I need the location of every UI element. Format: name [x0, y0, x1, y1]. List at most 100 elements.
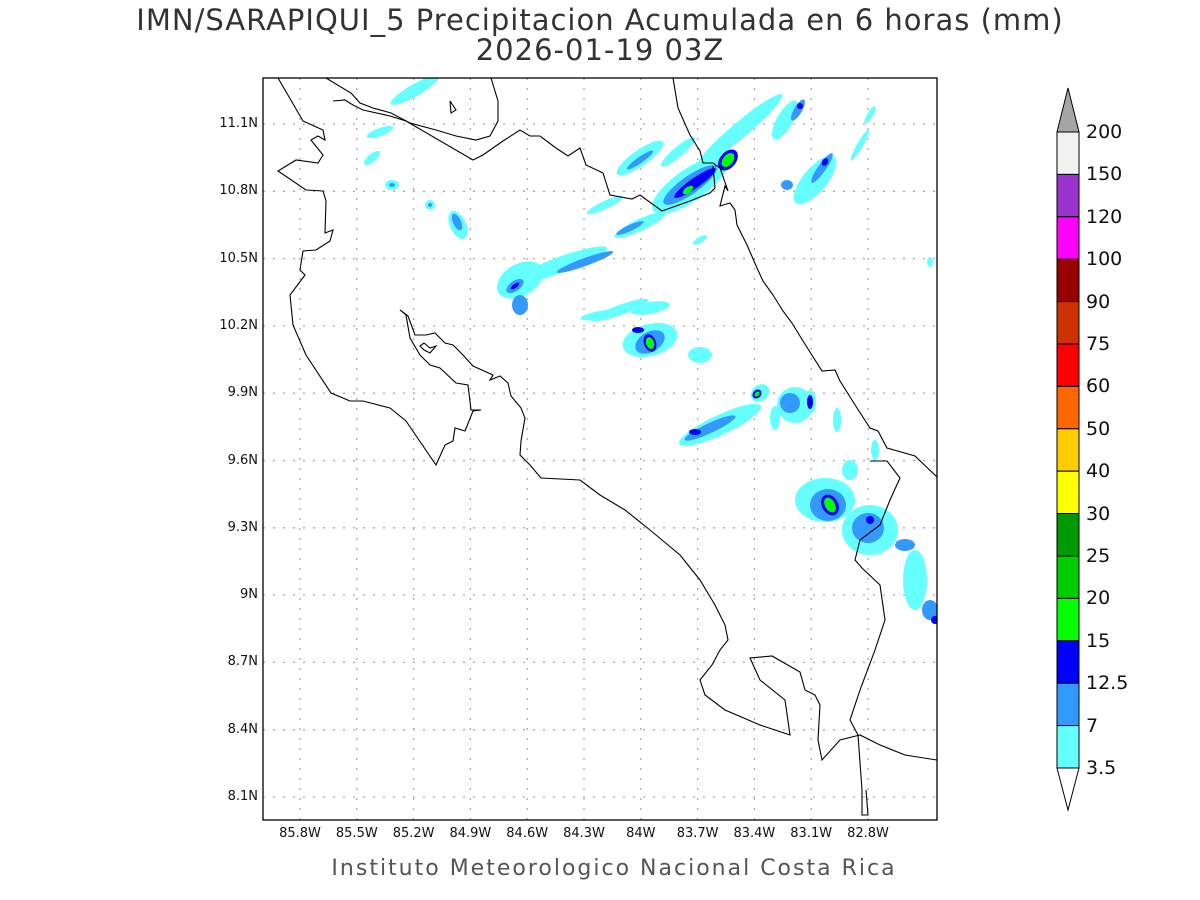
lon-tick-label: 84.9W	[449, 826, 492, 841]
coastline	[849, 460, 901, 816]
lat-tick-label: 10.2N	[219, 317, 258, 333]
precip-contour	[807, 395, 813, 409]
colorbar-label: 12.5	[1086, 672, 1129, 695]
lat-tick-label: 9.9N	[227, 385, 258, 401]
precip-contour	[366, 125, 394, 139]
colorbar-label: 75	[1086, 333, 1111, 355]
lon-tick-label: 85.8W	[279, 826, 321, 841]
precip-contour	[842, 460, 858, 480]
coastline	[672, 78, 937, 478]
colorbar-swatch	[1056, 131, 1080, 175]
lat-tick-label: 8.4N	[227, 721, 258, 737]
coastline	[449, 100, 457, 114]
precip-contour	[821, 158, 829, 166]
colorbar-label: 200	[1086, 121, 1123, 143]
lon-tick-label: 85.5W	[335, 826, 378, 841]
precip-contour	[770, 406, 780, 430]
precip-contour	[922, 600, 937, 620]
colorbar-label: 120	[1086, 205, 1123, 228]
colorbar	[1056, 87, 1080, 812]
map-valid-time: 2026-01-19 03Z	[475, 33, 725, 67]
lat-tick-label: 9.3N	[227, 519, 258, 535]
colorbar-swatch	[1056, 470, 1080, 515]
precip-contour	[864, 106, 876, 124]
precip-contour	[927, 257, 933, 267]
precip-contour	[871, 440, 879, 460]
precip-contour	[660, 137, 696, 167]
coastline	[419, 342, 438, 354]
colorbar-swatch	[1056, 513, 1080, 557]
lon-tick-label: 83.1W	[790, 826, 833, 841]
colorbar-swatch	[1056, 258, 1080, 303]
colorbar-swatch	[1056, 555, 1080, 599]
colorbar-swatch	[1056, 173, 1080, 218]
precip-contour	[556, 251, 614, 273]
lon-tick-label: 82.8W	[847, 826, 889, 841]
colorbar-label: 40	[1086, 460, 1111, 483]
precip-contour	[780, 393, 800, 413]
precip-contour	[852, 513, 884, 543]
precip-contour	[850, 129, 870, 161]
precip-contour	[781, 180, 793, 190]
lon-tick-label: 83.7W	[676, 826, 719, 841]
precip-contour	[389, 183, 395, 187]
precip-contour	[903, 550, 927, 610]
precip-contour	[630, 301, 670, 315]
lat-tick-label: 11.1N	[219, 116, 258, 131]
colorbar-label: 50	[1086, 417, 1111, 440]
precip-contour	[931, 616, 937, 624]
precip-contour	[682, 185, 694, 195]
colorbar-swatch	[1056, 682, 1080, 727]
precip-contour	[754, 391, 760, 397]
colorbar-label: 90	[1086, 290, 1111, 313]
colorbar-label: 20	[1086, 587, 1111, 610]
precip-contour	[451, 213, 463, 231]
colorbar-swatch	[1056, 343, 1080, 387]
precip-contour	[512, 295, 528, 315]
colorbar-swatch	[1056, 640, 1080, 684]
precip-contour	[866, 516, 874, 524]
footer-credit: Instituto Meteorologico Nacional Costa R…	[331, 856, 897, 881]
precip-contour	[363, 150, 381, 166]
colorbar-swatch	[1056, 428, 1080, 472]
colorbar-swatch	[1056, 301, 1080, 345]
map-frame	[262, 77, 938, 821]
lon-tick-label: 84.3W	[563, 826, 605, 841]
lat-tick-label: 9N	[240, 587, 258, 603]
precip-contour	[692, 235, 708, 245]
precip-contour	[772, 100, 798, 140]
lat-tick-label: 10.5N	[219, 250, 258, 266]
precip-contour	[580, 309, 620, 321]
colorbar-label: 15	[1086, 629, 1111, 652]
coastline	[276, 78, 937, 762]
colorbar-under-arrow	[1056, 767, 1080, 812]
colorbar-label: 60	[1086, 375, 1111, 398]
lat-tick-label: 8.1N	[227, 789, 258, 804]
colorbar-label: 25	[1086, 545, 1111, 567]
coastline	[325, 78, 499, 141]
graticule	[263, 78, 937, 820]
precip-contour	[833, 408, 841, 432]
lon-tick-label: 84W	[626, 826, 656, 841]
colorbar-label: 3.5	[1086, 757, 1117, 779]
lon-tick-label: 85.2W	[392, 826, 435, 841]
precip-contour	[510, 282, 520, 290]
colorbar-swatch	[1056, 216, 1080, 260]
colorbar-label: 7	[1086, 714, 1099, 737]
lon-tick-label: 84.6W	[506, 826, 549, 841]
lon-tick-label: 83.4W	[733, 826, 776, 841]
precip-contour	[689, 429, 701, 435]
lat-tick-label: 8.7N	[227, 654, 258, 670]
lat-tick-label: 10.8N	[219, 183, 258, 199]
precip-contour	[688, 347, 712, 363]
precip-contour	[626, 150, 654, 170]
precip-contour	[721, 153, 735, 167]
precip-contour	[797, 103, 803, 109]
colorbar-swatch	[1056, 385, 1080, 430]
precip-contour	[824, 497, 836, 513]
precip-contour	[428, 203, 432, 207]
precip-contour	[586, 195, 624, 215]
precip-contour	[697, 94, 783, 166]
lat-tick-label: 9.6N	[227, 452, 258, 468]
coastlines-borders	[276, 78, 937, 816]
